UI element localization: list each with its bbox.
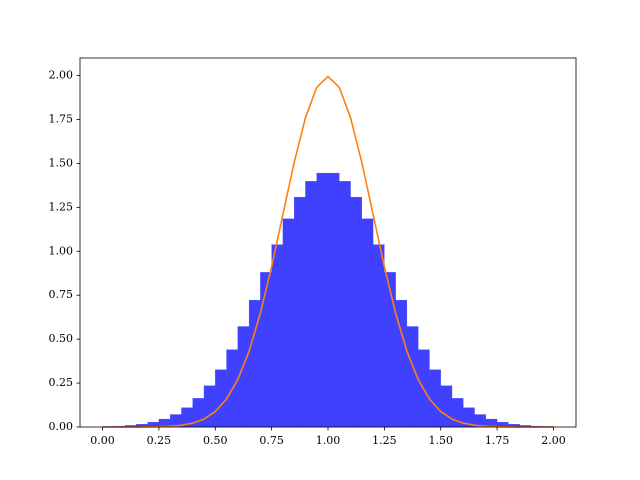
x-tick-label: 0.25: [147, 434, 172, 447]
x-tick-label: 1.25: [372, 434, 397, 447]
histogram-bar: [339, 181, 351, 428]
histogram-bar: [440, 385, 453, 428]
histogram-bar: [316, 172, 329, 428]
plot-area: [102, 75, 554, 428]
y-tick-label: 1.25: [49, 200, 74, 213]
y-tick-label: 0.75: [49, 288, 74, 301]
histogram-bar: [294, 197, 306, 428]
histogram-bar: [203, 385, 216, 428]
x-tick-label: 1.75: [485, 434, 510, 447]
y-tick-label: 0.25: [49, 376, 74, 389]
histogram-bar: [215, 369, 227, 428]
y-tick-label: 2.00: [49, 69, 74, 82]
histogram-bar: [429, 369, 441, 428]
x-tick-label: 0.75: [259, 434, 284, 447]
y-tick-label: 0.50: [49, 332, 74, 345]
y-tick-label: 1.75: [49, 113, 74, 126]
histogram-bar: [260, 272, 272, 428]
x-tick-label: 1.50: [428, 434, 453, 447]
x-tick-label: 0.00: [90, 434, 115, 447]
histogram-bar: [327, 172, 340, 428]
histogram-bar: [282, 218, 295, 428]
x-tick-label: 2.00: [541, 434, 566, 447]
histogram-bar: [350, 197, 362, 428]
histogram-bar: [305, 181, 317, 428]
histogram-bar: [361, 218, 374, 428]
y-tick-label: 0.00: [49, 420, 74, 433]
y-tick-label: 1.50: [49, 156, 74, 169]
histogram-bar: [384, 272, 396, 428]
x-tick-label: 1.00: [316, 434, 341, 447]
x-tick-label: 0.50: [203, 434, 228, 447]
y-tick-label: 1.00: [49, 244, 74, 257]
line: [102, 75, 554, 428]
histogram-bar: [271, 244, 284, 428]
histogram-bar: [372, 244, 385, 428]
